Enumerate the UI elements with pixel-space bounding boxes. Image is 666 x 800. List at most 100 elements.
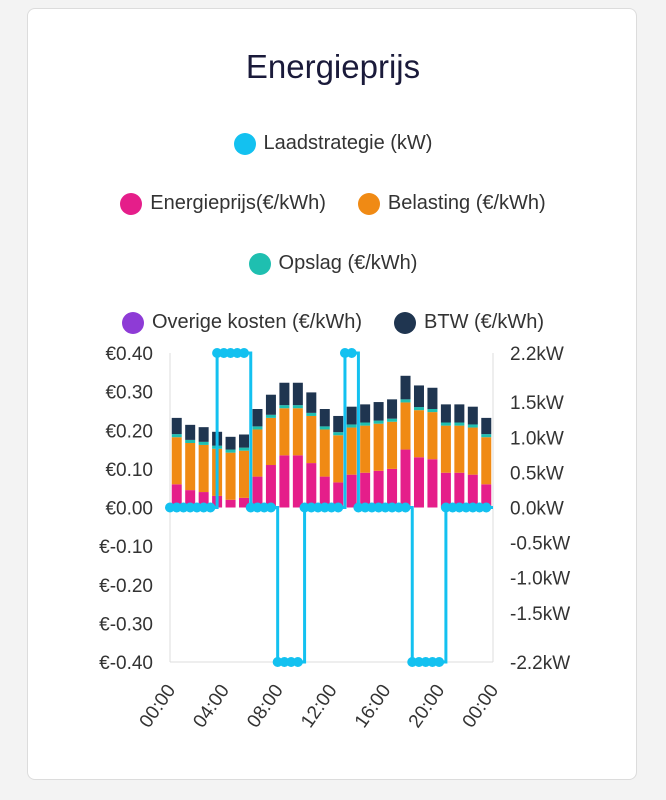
bar-segment — [373, 420, 384, 424]
bar-segment — [185, 439, 196, 443]
laadstrategie-point — [265, 502, 276, 513]
bar-segment — [387, 399, 398, 419]
bar-segment — [225, 452, 236, 500]
legend-item[interactable]: Belasting (€/kWh) — [357, 192, 546, 215]
bar-segment — [306, 412, 317, 416]
legend-dot-icon — [120, 192, 143, 215]
laadstrategie-point — [400, 502, 411, 513]
y-right-tick-label: 0.5kW — [510, 463, 564, 484]
bar-segment — [171, 437, 182, 485]
bar-segment — [319, 429, 330, 477]
bar-segment — [252, 409, 263, 427]
y-right-tick-label: 2.2kW — [510, 344, 564, 365]
x-tick-label: 20:00 — [405, 681, 449, 732]
legend-label: Opslag (€/kWh) — [278, 252, 418, 274]
bar-segment — [292, 408, 303, 456]
bar-segment — [265, 414, 276, 418]
x-tick-label: 12:00 — [297, 681, 341, 732]
legend-label: Laadstrategie (kW) — [263, 132, 433, 154]
bar-segment — [481, 417, 492, 435]
bar-segment — [427, 409, 438, 413]
bar-segment — [467, 474, 478, 508]
bar-segment — [427, 412, 438, 460]
bar-segment — [400, 402, 411, 450]
bar-segment — [185, 442, 196, 491]
x-tick-label: 04:00 — [189, 681, 233, 732]
bar-segment — [198, 492, 209, 508]
bar-segment — [440, 425, 451, 473]
bar-segment — [279, 455, 290, 508]
bar-segment — [387, 418, 398, 422]
y-left-tick-label: €0.10 — [105, 460, 153, 481]
bar-segment — [198, 444, 209, 493]
bar-segment — [306, 415, 317, 464]
bar-segment — [306, 392, 317, 413]
bar-segment — [198, 427, 209, 442]
legend-dot-icon — [394, 311, 417, 334]
legend-item[interactable]: Energieprijs(€/kWh) — [120, 192, 326, 215]
bar-segment — [225, 449, 236, 453]
legend-dot-icon — [248, 252, 271, 275]
laadstrategie-point — [346, 348, 357, 358]
legend-item[interactable]: Laadstrategie (kW) — [233, 132, 433, 155]
laadstrategie-point — [434, 657, 445, 667]
bar-segment — [319, 426, 330, 430]
legend-row: Energieprijs(€/kWh) Belasting (€/kWh) — [0, 192, 666, 215]
y-left-tick-label: €0.20 — [105, 421, 153, 442]
bar-segment — [333, 432, 344, 436]
laadstrategie-point — [333, 502, 344, 513]
bar-segment — [279, 382, 290, 406]
bar-segment — [413, 457, 424, 508]
bar-segment — [454, 404, 465, 423]
bar-segment — [400, 449, 411, 508]
bar-segment — [413, 385, 424, 408]
bar-segment — [373, 423, 384, 471]
bar-segment — [440, 472, 451, 508]
bar-segment — [333, 435, 344, 483]
y-left-tick-label: €0.40 — [105, 344, 153, 365]
bar-segment — [413, 407, 424, 411]
legend-item[interactable]: Overige kosten (€/kWh) — [121, 311, 362, 334]
bar-segment — [467, 424, 478, 428]
bar-segment — [279, 405, 290, 409]
bar-segment — [387, 468, 398, 508]
legend-label: Belasting (€/kWh) — [387, 192, 546, 214]
y-right-tick-label: 0.0kW — [510, 499, 564, 520]
laadstrategie-point — [292, 657, 303, 667]
bar-segment — [440, 404, 451, 423]
bar-segment — [198, 441, 209, 445]
bar-segment — [265, 394, 276, 415]
bar-segment — [171, 484, 182, 508]
legend-row: Overige kosten (€/kWh) BTW (€/kWh) — [0, 311, 666, 334]
y-right-tick-label: 1.5kW — [510, 393, 564, 414]
bar-segment — [346, 474, 357, 508]
bar-segment — [239, 434, 250, 448]
bar-segment — [346, 427, 357, 475]
bar-segment — [333, 482, 344, 508]
laadstrategie-point — [239, 348, 250, 358]
bar-segment — [171, 417, 182, 435]
legend-label: Energieprijs(€/kWh) — [150, 192, 326, 214]
bar-segment — [171, 434, 182, 438]
bar-segment — [427, 459, 438, 508]
bar-segment — [252, 476, 263, 508]
legend-item[interactable]: BTW (€/kWh) — [394, 311, 544, 334]
legend-dot-icon — [357, 192, 380, 215]
x-tick-label: 16:00 — [351, 681, 395, 732]
bar-segment — [387, 421, 398, 469]
bar-segment — [292, 382, 303, 406]
x-tick-label: 08:00 — [243, 681, 287, 732]
legend-item[interactable]: Opslag (€/kWh) — [248, 252, 418, 275]
x-tick-label: 00:00 — [459, 681, 503, 732]
bar-segment — [279, 408, 290, 456]
bar-segment — [467, 406, 478, 425]
bar-segment — [346, 424, 357, 428]
bar-segment — [265, 465, 276, 508]
bar-segment — [319, 476, 330, 508]
y-left-tick-label: €0.00 — [105, 499, 153, 520]
bar-segment — [481, 434, 492, 438]
bar-segment — [481, 484, 492, 508]
bar-segment — [252, 429, 263, 477]
bar-segment — [292, 405, 303, 409]
legend-row: Laadstrategie (kW) — [0, 132, 666, 155]
